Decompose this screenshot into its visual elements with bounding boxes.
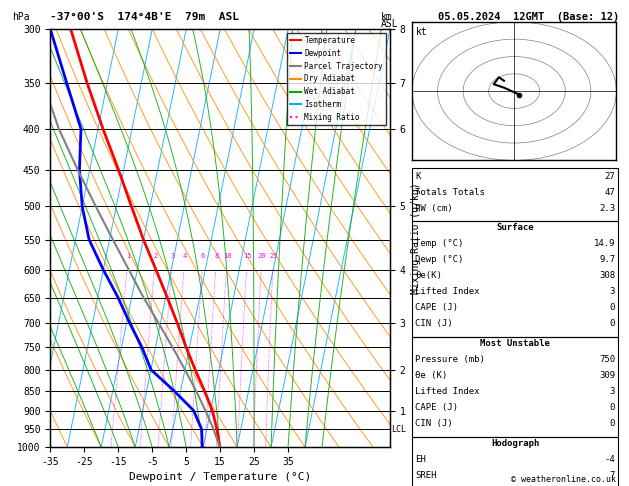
Text: 14.9: 14.9 [594, 239, 615, 248]
Text: 47: 47 [604, 188, 615, 197]
Text: K: K [415, 172, 421, 181]
Text: 3: 3 [610, 287, 615, 296]
Text: 0: 0 [610, 419, 615, 429]
Text: Temp (°C): Temp (°C) [415, 239, 464, 248]
Text: hPa: hPa [13, 12, 30, 22]
Text: 0: 0 [610, 303, 615, 312]
Text: 309: 309 [599, 371, 615, 381]
Text: SREH: SREH [415, 471, 437, 481]
Text: 25: 25 [269, 253, 277, 259]
Text: kt: kt [416, 27, 428, 37]
Text: Dewp (°C): Dewp (°C) [415, 255, 464, 264]
Text: Surface: Surface [496, 223, 534, 232]
Text: LCL: LCL [391, 425, 406, 434]
Text: 20: 20 [257, 253, 266, 259]
Text: 27: 27 [604, 172, 615, 181]
Text: Lifted Index: Lifted Index [415, 387, 480, 397]
Text: 15: 15 [243, 253, 252, 259]
Text: -4: -4 [604, 455, 615, 465]
Text: 7: 7 [610, 471, 615, 481]
Text: 2: 2 [153, 253, 157, 259]
Text: CIN (J): CIN (J) [415, 419, 453, 429]
Text: CIN (J): CIN (J) [415, 319, 453, 329]
Text: CAPE (J): CAPE (J) [415, 403, 458, 413]
Text: 9.7: 9.7 [599, 255, 615, 264]
Text: Most Unstable: Most Unstable [480, 339, 550, 348]
Text: θe (K): θe (K) [415, 371, 447, 381]
Text: 8: 8 [214, 253, 218, 259]
Text: -37°00'S  174°4B'E  79m  ASL: -37°00'S 174°4B'E 79m ASL [50, 12, 239, 22]
Text: PW (cm): PW (cm) [415, 204, 453, 213]
Y-axis label: Mixing Ratio (g/kg): Mixing Ratio (g/kg) [411, 182, 421, 294]
Text: Pressure (mb): Pressure (mb) [415, 355, 485, 364]
Text: Totals Totals: Totals Totals [415, 188, 485, 197]
Text: θe(K): θe(K) [415, 271, 442, 280]
X-axis label: Dewpoint / Temperature (°C): Dewpoint / Temperature (°C) [129, 472, 311, 483]
Text: 3: 3 [610, 387, 615, 397]
Text: Lifted Index: Lifted Index [415, 287, 480, 296]
Text: 2.3: 2.3 [599, 204, 615, 213]
Text: km: km [381, 12, 392, 22]
Text: 4: 4 [182, 253, 187, 259]
Text: EH: EH [415, 455, 426, 465]
Text: © weatheronline.co.uk: © weatheronline.co.uk [511, 474, 616, 484]
Text: 05.05.2024  12GMT  (Base: 12): 05.05.2024 12GMT (Base: 12) [438, 12, 619, 22]
Text: 10: 10 [223, 253, 231, 259]
Legend: Temperature, Dewpoint, Parcel Trajectory, Dry Adiabat, Wet Adiabat, Isotherm, Mi: Temperature, Dewpoint, Parcel Trajectory… [287, 33, 386, 125]
Text: 0: 0 [610, 403, 615, 413]
Text: 0: 0 [610, 319, 615, 329]
Text: Hodograph: Hodograph [491, 439, 539, 449]
Text: 1: 1 [126, 253, 130, 259]
Text: 308: 308 [599, 271, 615, 280]
Text: ASL: ASL [381, 19, 398, 30]
Text: CAPE (J): CAPE (J) [415, 303, 458, 312]
Text: 750: 750 [599, 355, 615, 364]
Text: 6: 6 [201, 253, 205, 259]
Text: 3: 3 [170, 253, 174, 259]
